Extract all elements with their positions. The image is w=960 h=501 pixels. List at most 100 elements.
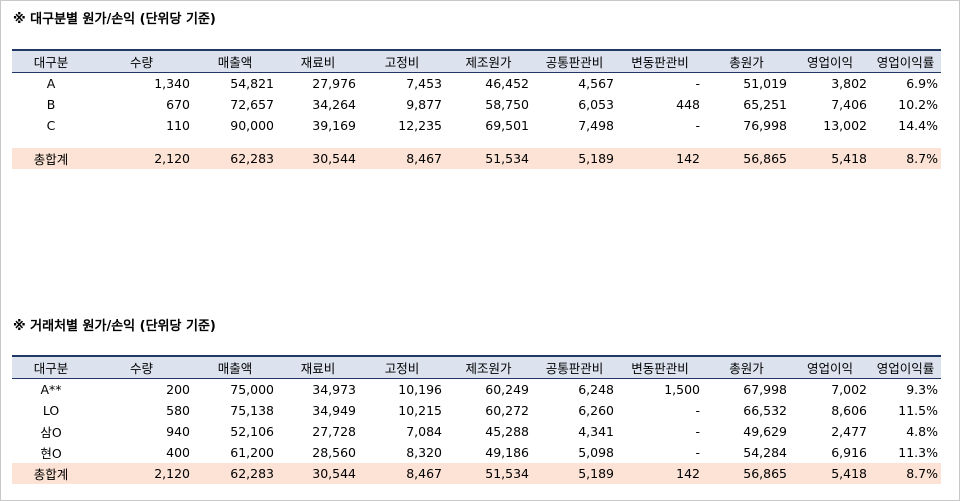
table-row: LO 580 75,138 34,949 10,215 60,272 6,260 - 66,53… <box>12 400 941 421</box>
total-value-cell: 8,467 <box>359 463 445 484</box>
value-cell: 27,976 <box>312 76 356 91</box>
total-value-cell: 5,189 <box>532 463 617 484</box>
value-cell: - <box>695 118 700 133</box>
total-value-cell: 56,865 <box>703 148 790 169</box>
total-value-cell: 2,120 <box>90 148 193 169</box>
value-cell: 65,251 <box>743 97 787 112</box>
column-header: 제조원가 <box>445 355 532 379</box>
value-cell: 7,453 <box>406 76 442 91</box>
value-cell: 14.4% <box>898 118 938 133</box>
total-label-cell: 총합계 <box>12 148 90 169</box>
column-header: 대구분 <box>12 355 90 379</box>
value-cell: 52,106 <box>230 424 274 439</box>
value-cell: 7,002 <box>831 382 867 397</box>
value-cell: 6,916 <box>831 445 867 460</box>
column-header: 수량 <box>90 49 193 73</box>
value-cell: 6,053 <box>578 97 614 112</box>
value-cell: 3,802 <box>831 76 867 91</box>
value-cell: 2,477 <box>831 424 867 439</box>
value-cell: - <box>695 424 700 439</box>
value-cell: 75,000 <box>230 382 274 397</box>
column-header: 영업이익률 <box>870 49 941 73</box>
value-cell: 4.8% <box>906 424 938 439</box>
column-header: 영업이익 <box>790 49 870 73</box>
value-cell: 8,606 <box>831 403 867 418</box>
total-value-cell: 56,865 <box>703 463 790 484</box>
value-cell: 9.3% <box>906 382 938 397</box>
value-cell: 10,215 <box>398 403 442 418</box>
header-row: 대구분 수량 매출액 재료비 고정비 제조원가 공통판관비 변동판관비 총원가 영업이익 영업이익률 <box>12 49 941 73</box>
value-cell: 9,877 <box>406 97 442 112</box>
value-cell: 670 <box>166 97 190 112</box>
value-cell: 7,406 <box>831 97 867 112</box>
column-header: 공통판관비 <box>532 49 617 73</box>
value-cell: 46,452 <box>485 76 529 91</box>
total-value-cell: 51,534 <box>445 148 532 169</box>
total-row: 총합계 2,120 62,283 30,544 8,467 51,534 5,189 142 5… <box>12 463 941 484</box>
column-header: 총원가 <box>703 355 790 379</box>
table-row: A** 200 75,000 34,973 10,196 60,249 6,248 1,500… <box>12 379 941 401</box>
spacer-cell <box>12 136 941 148</box>
value-cell: 39,169 <box>312 118 356 133</box>
value-cell: 34,949 <box>312 403 356 418</box>
value-cell: 940 <box>166 424 190 439</box>
column-header: 총원가 <box>703 49 790 73</box>
total-value-cell: 5,418 <box>790 148 870 169</box>
value-cell: 200 <box>166 382 190 397</box>
value-cell: 76,998 <box>743 118 787 133</box>
value-cell: 60,249 <box>485 382 529 397</box>
value-cell: 110 <box>166 118 190 133</box>
value-cell: 7,084 <box>406 424 442 439</box>
value-cell: 51,019 <box>743 76 787 91</box>
value-cell: 6,260 <box>578 403 614 418</box>
value-cell: - <box>695 403 700 418</box>
value-cell: 54,821 <box>230 76 274 91</box>
value-cell: 60,272 <box>485 403 529 418</box>
column-header: 영업이익률 <box>870 355 941 379</box>
value-cell: 400 <box>166 445 190 460</box>
row-label-cell: 삼O <box>40 425 62 440</box>
value-cell: 11.5% <box>898 403 938 418</box>
total-value-cell: 62,283 <box>193 463 277 484</box>
table-row: C 110 90,000 39,169 12,235 69,501 7,498 - 76,998… <box>12 115 941 136</box>
column-header: 재료비 <box>277 49 359 73</box>
column-header: 변동판관비 <box>617 355 703 379</box>
total-value-cell: 2,120 <box>90 463 193 484</box>
total-value-cell: 142 <box>617 148 703 169</box>
value-cell: 10,196 <box>398 382 442 397</box>
total-value-cell: 142 <box>617 463 703 484</box>
column-header: 제조원가 <box>445 49 532 73</box>
value-cell: 12,235 <box>398 118 442 133</box>
value-cell: 72,657 <box>230 97 274 112</box>
value-cell: 13,002 <box>823 118 867 133</box>
total-row: 총합계 2,120 62,283 30,544 8,467 51,534 5,189 142 5… <box>12 148 941 169</box>
value-cell: 6,248 <box>578 382 614 397</box>
column-header: 영업이익 <box>790 355 870 379</box>
value-cell: 1,500 <box>664 382 700 397</box>
value-cell: 27,728 <box>312 424 356 439</box>
value-cell: - <box>695 76 700 91</box>
value-cell: 1,340 <box>154 76 190 91</box>
value-cell: 28,560 <box>312 445 356 460</box>
table-row: A 1,340 54,821 27,976 7,453 46,452 4,567 - 51,01… <box>12 73 941 95</box>
table-row: 삼O 940 52,106 27,728 7,084 45,288 4,341 - 49,629… <box>12 421 941 442</box>
total-value-cell: 8,467 <box>359 148 445 169</box>
column-header: 수량 <box>90 355 193 379</box>
value-cell: 90,000 <box>230 118 274 133</box>
value-cell: 448 <box>676 97 700 112</box>
section1-title: ※ 대구분별 원가/손익 (단위당 기준) <box>13 12 216 27</box>
column-header: 대구분 <box>12 49 90 73</box>
value-cell: 580 <box>166 403 190 418</box>
value-cell: 4,341 <box>578 424 614 439</box>
row-label-cell: C <box>46 118 56 133</box>
total-label-cell: 총합계 <box>12 463 90 484</box>
value-cell: 5,098 <box>578 445 614 460</box>
spacer-row <box>12 136 941 148</box>
value-cell: 75,138 <box>230 403 274 418</box>
column-header: 고정비 <box>359 355 445 379</box>
value-cell: 11.3% <box>898 445 938 460</box>
row-label-cell: A <box>46 76 56 91</box>
value-cell: 69,501 <box>485 118 529 133</box>
client-cost-table: 대구분 수량 매출액 재료비 고정비 제조원가 공통판관비 변동판관비 총원가 영업이익 영업이익률… <box>12 355 941 484</box>
header-row: 대구분 수량 매출액 재료비 고정비 제조원가 공통판관비 변동판관비 총원가 영업이익 영업이익률 <box>12 355 941 379</box>
